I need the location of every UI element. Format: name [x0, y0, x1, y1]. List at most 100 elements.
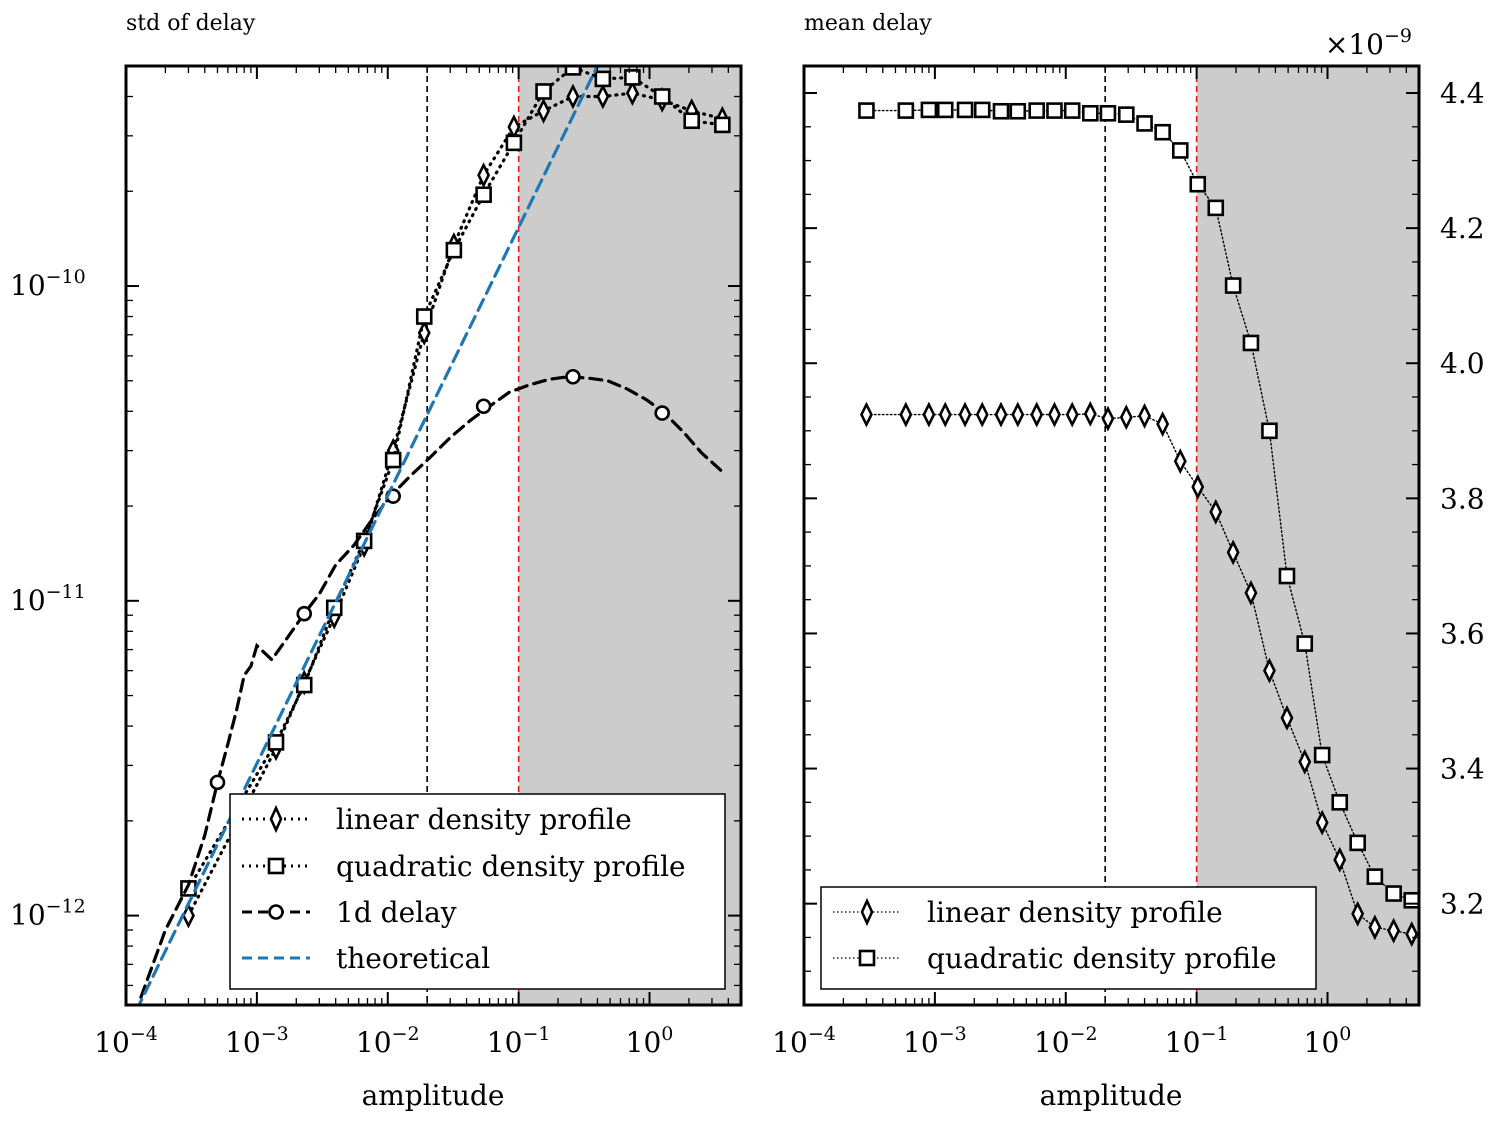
- legend-label: quadratic density profile: [927, 942, 1277, 975]
- data-point-diamond: [1351, 900, 1365, 927]
- data-point-diamond: [958, 401, 972, 428]
- data-point-circle: [296, 605, 313, 622]
- data-point-square: [683, 112, 700, 130]
- data-point-square: [475, 186, 492, 204]
- legend-entry-quadratic: quadratic density profile: [242, 850, 686, 883]
- y-tick-label: 10−12: [10, 896, 86, 932]
- legend-box: [820, 886, 1317, 990]
- data-point-square: [936, 101, 954, 119]
- x-tick-label: 10−4: [772, 1023, 836, 1059]
- data-point-square: [1028, 102, 1046, 119]
- data-point-square: [1117, 106, 1135, 123]
- data-point-square: [1366, 868, 1384, 885]
- y-tick-label: 3.8: [1440, 482, 1485, 515]
- data-point-square: [594, 70, 612, 88]
- data-point-square: [956, 101, 974, 119]
- data-point-square: [1296, 635, 1314, 652]
- data-point-square: [1082, 104, 1099, 122]
- data-point-square: [1242, 334, 1260, 352]
- x-tick-label: 10−4: [94, 1023, 158, 1059]
- legend-label: linear density profile: [927, 896, 1223, 929]
- data-point-square: [1261, 422, 1278, 440]
- data-point-square: [1189, 175, 1207, 193]
- data-point-diamond: [1138, 403, 1152, 429]
- data-point-square: [267, 734, 285, 751]
- data-point-diamond: [1405, 921, 1419, 947]
- data-point-diamond: [1280, 704, 1294, 731]
- data-point-diamond: [1156, 411, 1170, 437]
- diamond-marker-icon: [860, 897, 874, 927]
- data-point-diamond: [922, 401, 936, 428]
- data-point-square: [1313, 746, 1331, 764]
- data-point-diamond: [1101, 405, 1115, 432]
- series-quadratic-density-profile: [858, 101, 1419, 909]
- y-tick-label: 3.6: [1440, 617, 1485, 650]
- data-point-diamond: [1083, 400, 1097, 427]
- x-tick-label: 10−1: [487, 1023, 551, 1059]
- data-point-diamond: [1315, 809, 1329, 836]
- data-point-diamond: [1191, 473, 1205, 500]
- data-point-diamond: [181, 902, 195, 929]
- data-point-square: [624, 69, 641, 86]
- data-point-diamond: [1333, 846, 1347, 873]
- data-point-diamond: [1048, 401, 1061, 428]
- series-theoretical: [137, 66, 600, 1005]
- data-point-square: [1349, 834, 1366, 852]
- legend-entry-linear: linear density profile: [833, 896, 1223, 929]
- x-tick-label: 100: [1304, 1023, 1352, 1059]
- data-point-square: [1154, 123, 1171, 141]
- square-marker-icon: [858, 949, 876, 967]
- offset-text: ×10−9: [1325, 25, 1412, 61]
- legend-entry-1d: 1d delay: [242, 896, 457, 929]
- std-delay-panel: std of delay 10−4 10−3 10−2 10−1 100 10−12 10−…: [10, 11, 743, 1112]
- data-point-circle: [565, 368, 581, 385]
- y-tick-label: 4.2: [1440, 212, 1485, 245]
- mean-delay-title: mean delay: [804, 11, 932, 36]
- data-point-diamond: [1173, 448, 1187, 475]
- data-point-diamond: [1298, 748, 1312, 775]
- legend-label: quadratic density profile: [336, 850, 686, 883]
- mean-delay-legend: linear density profile quadratic density…: [820, 886, 1317, 990]
- data-point-square: [973, 101, 991, 119]
- mean-delay-frame: [802, 64, 1421, 1007]
- std-delay-xlabel: amplitude: [362, 1079, 505, 1112]
- data-point-diamond: [1209, 498, 1223, 525]
- data-point-diamond: [566, 83, 580, 110]
- square-marker-icon: [267, 857, 285, 875]
- offset-label: ×10−9: [1325, 25, 1412, 61]
- data-point-diamond: [1065, 401, 1079, 428]
- data-point-square: [384, 451, 402, 469]
- y-tick-label: 10−11: [10, 581, 86, 617]
- data-point-diamond: [1119, 404, 1133, 431]
- diamond-marker-icon: [269, 804, 283, 834]
- data-point-circle: [654, 405, 671, 421]
- mean-delay-xlabel: amplitude: [1040, 1079, 1183, 1112]
- std-delay-frame: [124, 64, 743, 1007]
- legend-label: theoretical: [336, 942, 490, 975]
- data-point-diamond: [859, 401, 873, 428]
- y-tick-label: 3.2: [1440, 888, 1485, 921]
- shaded-region: [1196, 66, 1419, 1005]
- data-point-square: [295, 676, 313, 694]
- data-point-circle: [475, 398, 492, 415]
- data-point-diamond: [537, 98, 551, 124]
- data-point-square: [858, 102, 875, 119]
- data-point-square: [920, 101, 938, 119]
- data-point-square: [1099, 104, 1117, 122]
- x-tick-label: 100: [626, 1023, 674, 1059]
- y-tick-label: 10−10: [10, 266, 86, 302]
- data-point-square: [415, 308, 433, 325]
- legend-box: [229, 793, 726, 990]
- data-point-square: [897, 102, 915, 119]
- data-point-diamond: [975, 401, 989, 428]
- legend-entry-quadratic: quadratic density profile: [833, 942, 1277, 975]
- series-line: [186, 66, 724, 891]
- data-point-square: [1009, 102, 1027, 120]
- data-point-square: [1278, 567, 1296, 585]
- y-tick-label: 4.0: [1440, 347, 1485, 380]
- std-delay-title: std of delay: [126, 11, 256, 36]
- data-point-diamond: [596, 83, 610, 110]
- data-point-diamond: [1368, 914, 1382, 941]
- data-point-diamond: [477, 162, 491, 189]
